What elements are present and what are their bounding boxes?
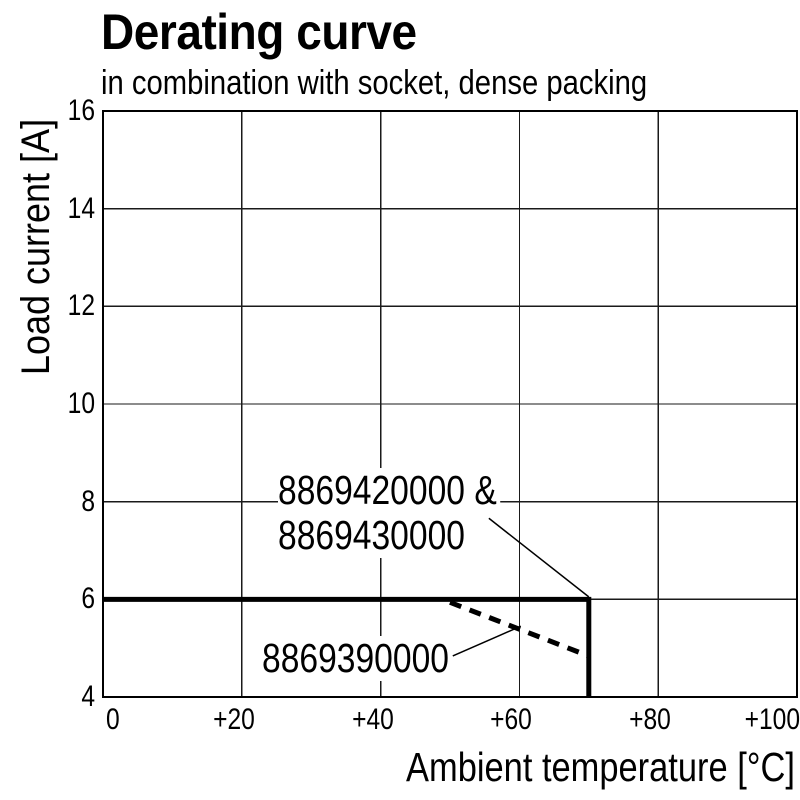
chart-title: Derating curve — [101, 4, 417, 60]
x-tick-label: +40 — [351, 703, 394, 736]
x-axis-title: Ambient temperature [°C] — [406, 744, 795, 790]
x-tick-label: +80 — [629, 703, 672, 736]
y-tick-label: 4 — [81, 680, 95, 713]
y-tick-label: 16 — [67, 94, 95, 127]
solid-curve — [103, 596, 592, 697]
annotation-label: 8869420000 & 8869430000 — [277, 468, 500, 559]
grid-layer — [102, 110, 798, 698]
y-tick-label: 8 — [81, 484, 95, 518]
y-tick-label: 14 — [67, 191, 95, 225]
x-tick-label: +60 — [490, 703, 533, 736]
x-tick-label: +100 — [744, 703, 800, 736]
chart-subtitle: in combination with socket, dense packin… — [101, 64, 648, 102]
x-tick-label: 0 — [106, 703, 120, 736]
y-tick-label: 10 — [67, 387, 95, 420]
plot-frame — [102, 110, 798, 698]
y-tick-label: 12 — [67, 289, 95, 323]
x-tick-label: +20 — [212, 703, 255, 736]
plot-frame-rect — [102, 110, 798, 698]
annotation-label: 8869390000 — [261, 635, 453, 681]
y-tick-label: 6 — [81, 582, 95, 616]
